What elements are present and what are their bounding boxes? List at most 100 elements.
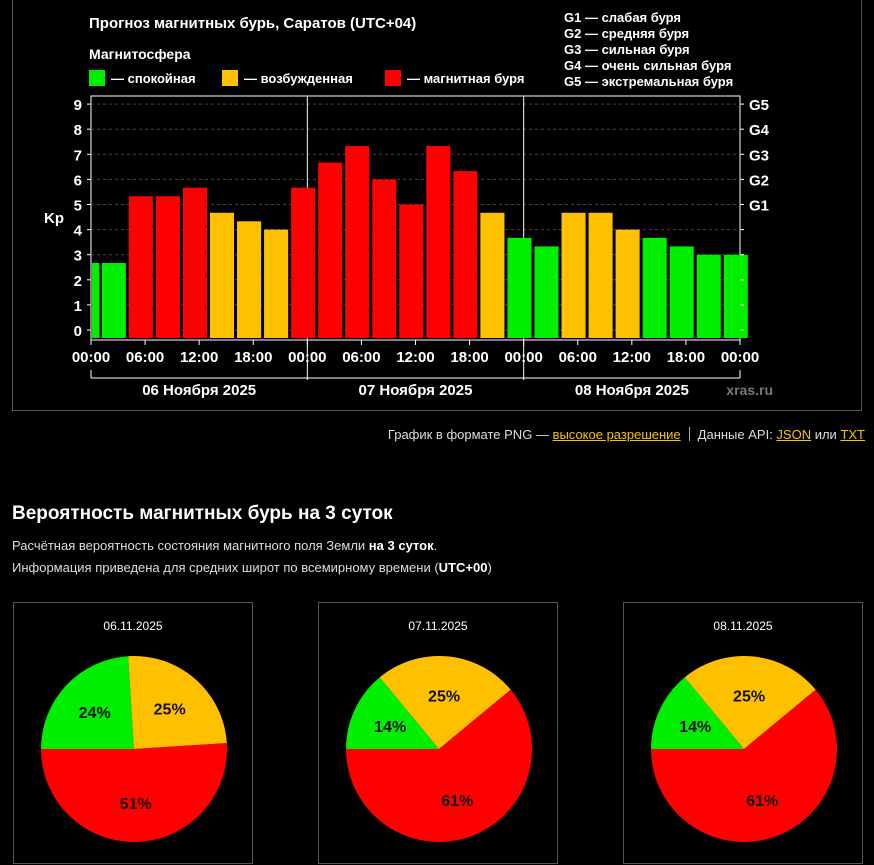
g-scale-tick-label: G2 (749, 172, 769, 189)
kp-bar (615, 229, 640, 338)
pie-slice (651, 677, 744, 749)
json-link[interactable]: JSON (776, 427, 812, 442)
kp-bar (237, 221, 262, 338)
kp-bar (669, 246, 694, 338)
y-tick-label: 8 (74, 122, 82, 139)
or-text: или (811, 427, 841, 442)
x-tick-label: 18:00 (667, 349, 705, 366)
legend-swatch (222, 70, 238, 86)
x-tick-label: 18:00 (450, 349, 488, 366)
pie-slice (346, 677, 439, 749)
kp-bar (155, 196, 180, 338)
y-axis-label: Kp (44, 210, 64, 227)
kp-bar (209, 212, 235, 338)
desc2-bold: UTC+00 (438, 560, 488, 575)
desc2-suffix: ) (487, 560, 492, 575)
pie-slice-label: 14% (374, 719, 406, 736)
x-tick-label: 06:00 (342, 349, 380, 366)
y-tick-label: 0 (74, 323, 82, 340)
kp-bar (480, 212, 505, 338)
pie-slice-label: 61% (441, 793, 473, 810)
pie-date: 08.11.2025 (713, 619, 773, 633)
txt-link[interactable]: TXT (840, 427, 865, 442)
g-scale-legend-item: G2 — средняя буря (564, 26, 689, 41)
day-label: 07 Ноября 2025 (359, 382, 473, 399)
desc2-text: Информация приведена для средних широт п… (12, 560, 439, 575)
chart-title: Прогноз магнитных бурь, Саратов (UTC+04) (89, 15, 416, 32)
x-tick-label: 00:00 (72, 349, 110, 366)
legend-swatch (385, 70, 401, 86)
y-tick-label: 1 (74, 298, 82, 315)
section-title: Вероятность магнитных бурь на 3 суток (12, 503, 393, 524)
pie-slice (41, 743, 227, 842)
kp-forecast-chart: Прогноз магнитных бурь, Саратов (UTC+04)… (44, 10, 773, 399)
y-tick-label: 5 (74, 198, 82, 215)
description-line-2: Информация приведена для средних широт п… (12, 560, 492, 575)
pie-date: 07.11.2025 (408, 619, 468, 633)
probability-pie-chart: 24% 25% 51% (41, 656, 227, 842)
kp-bar (101, 262, 126, 338)
pie-slice-label: 24% (79, 705, 111, 722)
kp-bar (534, 246, 559, 338)
kp-bar (318, 162, 343, 338)
pie-slice-label: 25% (733, 688, 765, 705)
g-scale-tick-label: G3 (749, 147, 769, 164)
g-scale-tick-label: G5 (749, 97, 769, 114)
legend-label: — спокойная (111, 71, 196, 86)
pie-slice (346, 689, 532, 842)
x-tick-label: 12:00 (396, 349, 434, 366)
watermark: xras.ru (726, 382, 773, 398)
png-high-res-link[interactable]: высокое разрешение (552, 427, 681, 442)
description-line-1: Расчётная вероятность состояния магнитно… (12, 538, 437, 553)
pie-card-day-3: 08.11.2025 14% 25% 61% (623, 602, 863, 864)
x-tick-label: 00:00 (504, 349, 542, 366)
probability-pie-chart: 14% 25% 61% (346, 656, 532, 842)
y-tick-label: 3 (74, 248, 82, 265)
probability-pie-chart: 14% 25% 61% (651, 656, 837, 842)
divider (688, 427, 690, 441)
kp-bar (345, 146, 370, 338)
forecast-chart-frame: Прогноз магнитных бурь, Саратов (UTC+04)… (12, 0, 862, 411)
pie-slice-label: 61% (746, 793, 778, 810)
kp-bar (372, 179, 397, 338)
pie-card-day-2: 07.11.2025 14% 25% 61% (318, 602, 558, 864)
g-scale-legend-item: G3 — сильная буря (564, 42, 690, 57)
legend-label: — магнитная буря (407, 71, 524, 86)
pie-slice (379, 656, 511, 749)
kp-bar (561, 212, 586, 338)
kp-bar (291, 187, 316, 338)
desc1-bold: на 3 суток (368, 538, 434, 553)
desc1-text: Расчётная вероятность состояния магнитно… (12, 538, 369, 553)
kp-bar (507, 237, 532, 338)
pie-slice (684, 656, 816, 749)
kp-bar (723, 254, 748, 338)
x-tick-label: 18:00 (234, 349, 272, 366)
g-scale-legend-item: G1 — слабая буря (564, 10, 681, 25)
download-links: График в формате PNG — высокое разрешени… (388, 427, 865, 442)
pie-slice (128, 656, 227, 749)
legend-swatch (89, 70, 105, 86)
kp-bar (696, 254, 721, 338)
x-tick-label: 06:00 (126, 349, 164, 366)
x-tick-label: 12:00 (613, 349, 651, 366)
x-tick-label: 06:00 (559, 349, 597, 366)
pie-slice-label: 25% (428, 688, 460, 705)
pie-card-day-1: 06.11.2025 24% 25% 51% (13, 602, 253, 864)
png-prefix: График в формате PNG — (387, 427, 553, 442)
kp-bar (92, 262, 100, 338)
x-tick-label: 12:00 (180, 349, 218, 366)
kp-bar (182, 187, 207, 338)
day-label: 06 Ноября 2025 (142, 382, 256, 399)
kp-bar (426, 146, 451, 338)
y-tick-label: 4 (74, 223, 83, 240)
pie-slice (651, 689, 837, 842)
api-prefix: Данные API: (697, 427, 777, 442)
desc1-suffix: . (433, 538, 438, 553)
g-scale-legend-item: G4 — очень сильная буря (564, 58, 731, 73)
kp-bar (453, 171, 478, 338)
pie-slice-label: 51% (120, 796, 152, 813)
pie-slice-label: 14% (679, 719, 711, 736)
y-tick-label: 6 (74, 172, 82, 189)
g-scale-tick-label: G1 (749, 198, 769, 215)
x-tick-label: 00:00 (288, 349, 326, 366)
